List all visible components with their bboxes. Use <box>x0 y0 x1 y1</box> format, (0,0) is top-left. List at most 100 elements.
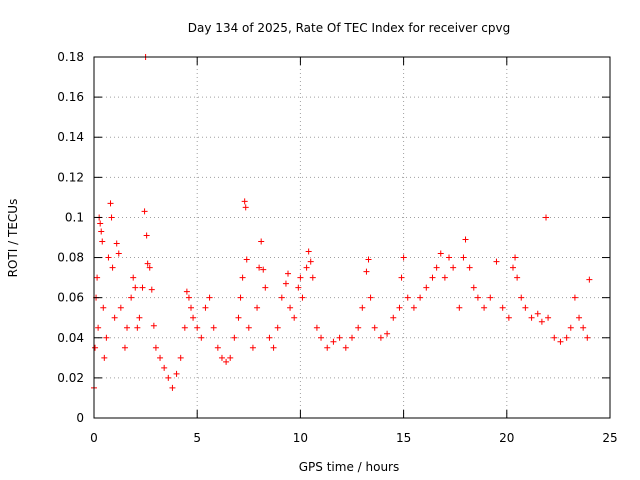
data-point <box>534 310 541 317</box>
axis-ticks: 0 0.02 0.04 0.06 0.08 0.1 0.12 0.14 0.16 0.18 0 5 10… <box>57 50 617 445</box>
data-point <box>287 304 294 311</box>
data-point <box>202 304 209 311</box>
data-point <box>509 264 516 271</box>
data-point <box>567 324 574 331</box>
data-point <box>169 384 176 391</box>
data-point <box>429 274 436 281</box>
data-point <box>130 274 137 281</box>
data-point <box>462 236 469 243</box>
y-tick-label: 0.12 <box>57 170 84 184</box>
data-point <box>417 294 424 301</box>
data-point <box>584 334 591 341</box>
data-point <box>181 324 188 331</box>
data-point <box>218 354 225 361</box>
data-point <box>206 294 213 301</box>
data-point <box>499 304 506 311</box>
data-point <box>297 274 304 281</box>
data-point <box>92 344 99 351</box>
data-point <box>143 232 150 239</box>
y-tick-label: 0.02 <box>57 371 84 385</box>
data-point <box>128 294 135 301</box>
y-tick-label: 0.06 <box>57 291 84 305</box>
data-point <box>557 338 564 345</box>
data-point <box>274 324 281 331</box>
data-point <box>400 254 407 261</box>
data-point <box>121 344 128 351</box>
data-point <box>249 344 256 351</box>
y-tick-label: 0.08 <box>57 251 84 265</box>
data-point <box>543 214 550 221</box>
data-point <box>144 260 151 267</box>
data-point <box>363 268 370 275</box>
data-point <box>107 200 114 207</box>
data-point <box>256 264 263 271</box>
y-tick-label: 0.14 <box>57 130 84 144</box>
data-point <box>183 288 190 295</box>
data-point <box>177 354 184 361</box>
data-point <box>423 284 430 291</box>
data-point <box>396 304 403 311</box>
data-point <box>165 374 172 381</box>
data-point <box>278 294 285 301</box>
data-point <box>450 264 457 271</box>
data-point <box>336 334 343 341</box>
data-point <box>99 238 106 245</box>
data-point <box>285 270 292 277</box>
data-point <box>146 264 153 271</box>
data-point <box>152 344 159 351</box>
data-point <box>157 354 164 361</box>
data-point <box>241 198 248 205</box>
x-tick-label: 0 <box>90 431 98 445</box>
data-point <box>481 304 488 311</box>
y-axis-label: ROTI / TECUs <box>6 199 20 278</box>
data-point <box>185 294 192 301</box>
data-point <box>188 304 195 311</box>
data-point <box>291 314 298 321</box>
data-point <box>109 264 116 271</box>
data-point <box>324 344 331 351</box>
data-point <box>303 264 310 271</box>
data-point <box>239 274 246 281</box>
data-point <box>487 294 494 301</box>
data-point <box>545 314 552 321</box>
data-point <box>139 284 146 291</box>
data-point <box>359 304 366 311</box>
data-point <box>141 208 148 215</box>
data-point <box>518 294 525 301</box>
data-point <box>390 314 397 321</box>
x-tick-label: 25 <box>602 431 617 445</box>
data-point <box>474 294 481 301</box>
data-point <box>398 274 405 281</box>
data-point <box>227 354 234 361</box>
data-point <box>111 314 118 321</box>
data-point <box>100 304 107 311</box>
data-point <box>437 250 444 257</box>
data-point <box>148 286 155 293</box>
data-points <box>91 54 593 391</box>
data-point <box>522 304 529 311</box>
data-point <box>95 324 102 331</box>
y-tick-label: 0.16 <box>57 90 84 104</box>
data-point <box>194 324 201 331</box>
data-point <box>309 274 316 281</box>
data-point <box>371 324 378 331</box>
data-point <box>266 334 273 341</box>
data-point <box>258 238 265 245</box>
data-point <box>512 254 519 261</box>
x-tick-label: 10 <box>293 431 308 445</box>
data-point <box>446 254 453 261</box>
data-point <box>260 266 267 273</box>
data-point <box>97 220 104 227</box>
data-point <box>223 358 230 365</box>
data-point <box>307 258 314 265</box>
data-point <box>105 254 112 261</box>
data-point <box>433 264 440 271</box>
data-point <box>456 304 463 311</box>
data-point <box>563 334 570 341</box>
data-point <box>514 274 521 281</box>
data-point <box>365 256 372 263</box>
data-point <box>243 256 250 263</box>
data-point <box>124 324 131 331</box>
data-point <box>262 284 269 291</box>
data-point <box>571 294 578 301</box>
